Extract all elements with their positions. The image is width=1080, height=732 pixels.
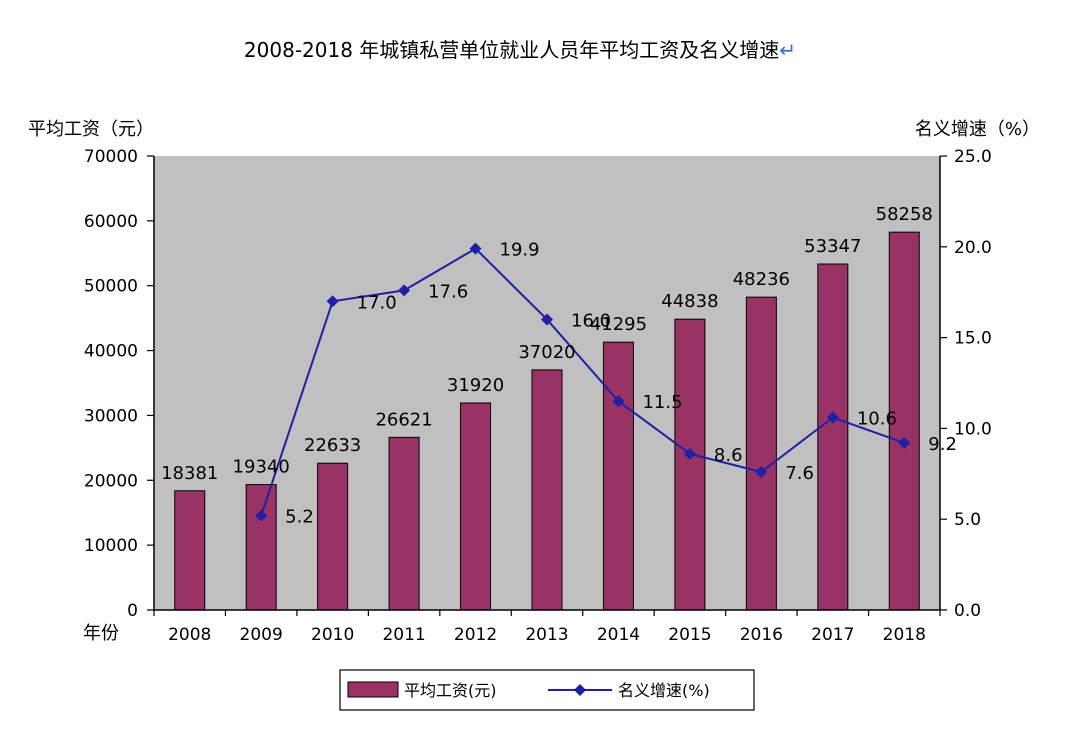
bar-2017 (817, 263, 849, 611)
y-right-tick-label: 15.0 (954, 329, 992, 349)
bar-value-label: 26621 (375, 409, 432, 430)
growth-value-label: 7.6 (785, 463, 814, 484)
growth-value-label: 17.0 (357, 292, 397, 313)
y-left-tick-label: 60000 (84, 212, 138, 232)
bar-2009 (245, 484, 277, 611)
x-tick-label: 2010 (311, 625, 354, 645)
bar-2014 (602, 341, 634, 611)
growth-value-label: 5.2 (285, 507, 314, 528)
growth-point-2010 (326, 295, 339, 308)
data-labels-layer: 18381 19340 22633 26621 31920 37020 41295 44838… (161, 204, 957, 527)
bar-value-label: 44838 (661, 291, 718, 312)
bar-value-label: 18381 (161, 463, 218, 484)
bar-2010 (317, 462, 349, 611)
legend: 平均工资(元) 名义增速(%) (339, 669, 755, 711)
line-layer (255, 242, 911, 522)
x-tick-label: 2008 (168, 625, 211, 645)
growth-value-label: 10.6 (857, 409, 897, 430)
y-right-tick-label: 5.0 (954, 510, 981, 530)
x-tick-label: 2013 (525, 625, 568, 645)
bar-value-label: 19340 (233, 457, 290, 478)
y-left-tick-label: 0 (127, 601, 138, 621)
bar-2012 (460, 402, 492, 611)
y-left-tick-label: 20000 (84, 471, 138, 491)
y-left-tick-label: 30000 (84, 406, 138, 426)
bar-2013 (531, 369, 563, 611)
bar-value-label: 31920 (447, 375, 504, 396)
x-tick-label: 2012 (454, 625, 497, 645)
growth-point-2017 (826, 411, 839, 424)
growth-value-label: 16.0 (571, 310, 611, 331)
growth-point-2011 (398, 284, 411, 297)
bar-2011 (388, 436, 420, 611)
bar-2016 (745, 296, 777, 611)
legend-line-marker (574, 684, 586, 696)
bar-2008 (174, 490, 206, 611)
growth-point-2012 (469, 242, 482, 255)
x-tick-label: 2011 (382, 625, 425, 645)
growth-value-label: 11.5 (642, 392, 682, 413)
bars-layer (174, 231, 920, 611)
growth-line (260, 247, 905, 516)
bar-value-label: 41295 (590, 314, 647, 335)
y-right-tick-label: 10.0 (954, 419, 992, 439)
x-tick-label: 2009 (240, 625, 283, 645)
y-right-tick-label: 20.0 (954, 238, 992, 258)
y-left-tick-label: 70000 (84, 147, 138, 167)
growth-point-2018 (898, 436, 911, 449)
growth-point-2009 (255, 509, 268, 522)
y-right-tick-label: 0.0 (954, 601, 981, 621)
y-right-tick-label: 25.0 (954, 147, 992, 167)
y-left-tick-label: 40000 (84, 342, 138, 362)
growth-value-label: 9.2 (928, 434, 957, 455)
growth-point-2014 (612, 395, 625, 408)
return-mark-icon: ↵ (779, 38, 796, 62)
bar-value-label: 37020 (518, 342, 575, 363)
axes-layer: 0 10000 20000 30000 40000 50000 60000 70000 0.0 5… (84, 147, 992, 645)
y-left-tick-label: 10000 (84, 536, 138, 556)
bar-value-label: 58258 (876, 204, 933, 225)
growth-value-label: 19.9 (500, 240, 540, 261)
growth-point-2013 (541, 313, 553, 326)
growth-point-2016 (755, 465, 768, 478)
bar-value-label: 22633 (304, 435, 361, 456)
bar-value-label: 48236 (733, 269, 790, 290)
growth-value-label: 17.6 (428, 281, 468, 302)
chart-title: 2008-2018 年城镇私营单位就业人员年平均工资及名义增速↵ (244, 38, 796, 62)
x-tick-label: 2017 (811, 625, 854, 645)
y-left-tick-label: 50000 (84, 277, 138, 297)
bar-value-label: 53347 (804, 236, 861, 257)
y-left-axis-title: 平均工资（元） (28, 119, 154, 140)
legend-line-label: 名义增速(%) (618, 681, 710, 700)
growth-value-label: 8.6 (714, 445, 743, 466)
growth-point-2015 (683, 447, 696, 460)
x-tick-label: 2015 (668, 625, 711, 645)
legend-box (339, 669, 755, 711)
y-right-axis-title: 名义增速（%） (915, 119, 1040, 140)
legend-bar-swatch (347, 681, 399, 698)
x-tick-label: 2014 (597, 625, 640, 645)
bar-2015 (674, 318, 706, 611)
chart-title-text: 2008-2018 年城镇私营单位就业人员年平均工资及名义增速 (244, 38, 779, 62)
x-axis-title: 年份 (83, 623, 119, 644)
legend-bar-label: 平均工资(元) (404, 681, 497, 700)
x-tick-label: 2018 (883, 625, 926, 645)
x-tick-label: 2016 (740, 625, 783, 645)
